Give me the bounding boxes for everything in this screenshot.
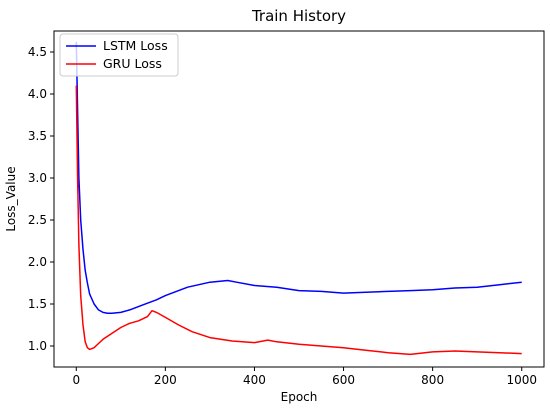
series-layer bbox=[75, 41, 522, 356]
legend-label-gru: GRU Loss bbox=[103, 56, 162, 71]
y-tick-label: 1.0 bbox=[28, 339, 47, 353]
x-tick-label: 600 bbox=[332, 373, 355, 387]
series-line-lstm bbox=[75, 41, 522, 314]
y-tick-label: 3.5 bbox=[28, 129, 47, 143]
x-tick-label: 0 bbox=[72, 373, 80, 387]
y-axis-label: Loss_Value bbox=[4, 166, 18, 231]
y-tick-label: 4.0 bbox=[28, 87, 47, 101]
series-line-gru bbox=[75, 85, 522, 356]
y-tick-label: 2.0 bbox=[28, 255, 47, 269]
plot-frame bbox=[53, 30, 545, 368]
x-tick-label: 800 bbox=[421, 373, 444, 387]
axis-ticks: 0 200 400 600 800 1000 1.0 1.5 2.0 2.5 3.0 3.5 4.0 4.… bbox=[28, 45, 537, 387]
legend-box bbox=[59, 33, 179, 77]
x-tick-label: 1000 bbox=[506, 373, 537, 387]
y-tick-label: 3.0 bbox=[28, 171, 47, 185]
y-tick-label: 2.5 bbox=[28, 213, 47, 227]
x-tick-label: 400 bbox=[243, 373, 266, 387]
x-tick-label: 200 bbox=[154, 373, 177, 387]
x-axis-label: Epoch bbox=[281, 390, 318, 404]
legend: LSTM Loss GRU Loss bbox=[59, 33, 179, 77]
chart-title: Train History bbox=[251, 7, 346, 25]
legend-label-lstm: LSTM Loss bbox=[103, 38, 168, 53]
y-tick-label: 1.5 bbox=[28, 297, 47, 311]
y-tick-label: 4.5 bbox=[28, 45, 47, 59]
